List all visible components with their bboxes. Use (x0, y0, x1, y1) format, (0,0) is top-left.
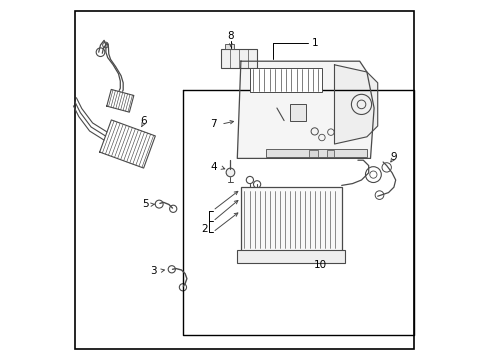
Text: 6: 6 (140, 116, 147, 126)
Circle shape (169, 205, 177, 212)
Text: 9: 9 (390, 152, 396, 162)
Polygon shape (106, 89, 134, 112)
Bar (265, 149, 366, 157)
Bar (241, 187, 341, 252)
Text: 10: 10 (313, 260, 326, 270)
Text: 5: 5 (142, 199, 148, 210)
Text: 8: 8 (227, 31, 234, 41)
Bar (309, 150, 318, 157)
Circle shape (155, 200, 163, 208)
Circle shape (179, 284, 186, 291)
Bar (237, 250, 345, 263)
Bar (289, 104, 305, 121)
Circle shape (168, 266, 175, 273)
Polygon shape (100, 120, 155, 168)
Text: 2: 2 (201, 224, 208, 234)
Text: 7: 7 (210, 119, 217, 129)
Text: 1: 1 (311, 38, 317, 48)
Bar (326, 150, 334, 157)
Text: 3: 3 (150, 266, 157, 276)
Polygon shape (237, 61, 373, 158)
Bar (249, 68, 321, 92)
Circle shape (351, 94, 371, 114)
Bar (221, 49, 257, 68)
Circle shape (225, 168, 234, 177)
Text: 4: 4 (210, 162, 217, 172)
Polygon shape (334, 65, 377, 144)
Bar (224, 44, 233, 49)
